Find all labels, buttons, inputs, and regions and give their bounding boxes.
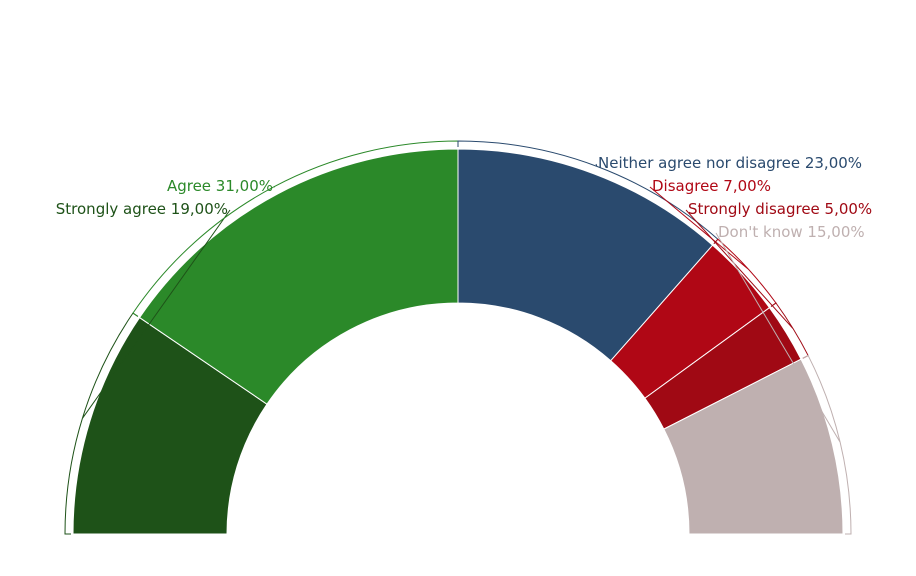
leader-strongly-agree [64, 209, 231, 535]
label-strongly-agree: Strongly agree 19,00% [56, 200, 228, 218]
label-agree: Agree 31,00% [167, 177, 273, 195]
label-strongly-disagree: Strongly disagree 5,00% [688, 200, 872, 218]
donut-slices [72, 148, 844, 535]
label-leaders [64, 140, 852, 535]
label-disagree: Disagree 7,00% [652, 177, 771, 195]
slice-labels: Strongly agree 19,00% Agree 31,00% Neither… [56, 154, 872, 241]
label-neither-agree-nor-disagree: Neither agree nor disagree 23,00% [598, 154, 862, 172]
label-don-t-know: Don't know 15,00% [718, 223, 865, 241]
slice-don-t-know[interactable] [663, 358, 844, 535]
leader-agree [132, 140, 459, 317]
slice-agree[interactable] [138, 148, 459, 405]
leader-don-t-know [715, 232, 852, 535]
